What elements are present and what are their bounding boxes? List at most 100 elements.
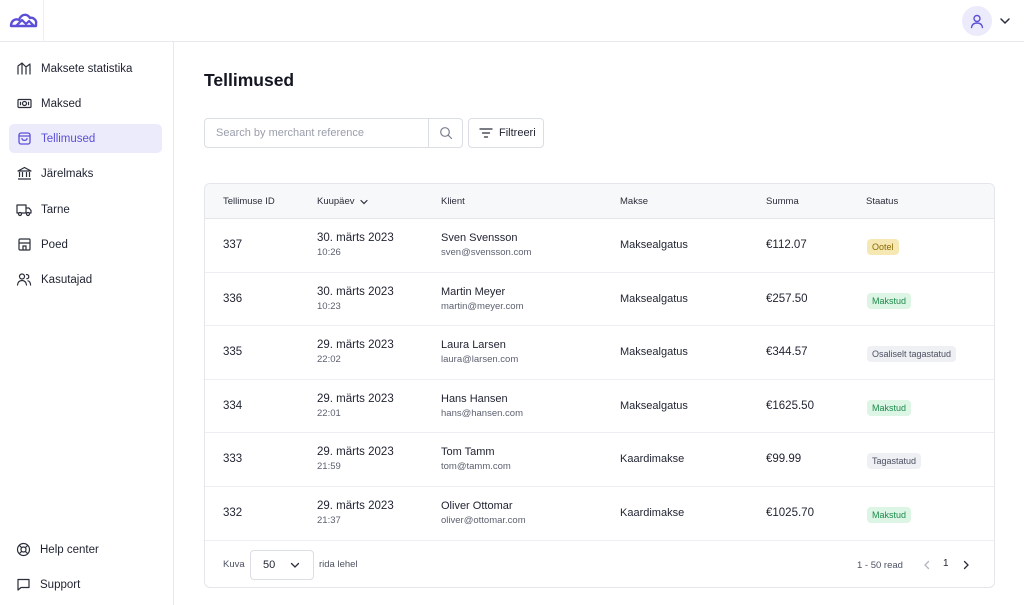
order-client: Laura Larsen laura@larsen.com: [441, 339, 518, 365]
pager-page-1[interactable]: 1: [943, 558, 949, 569]
table-row[interactable]: 337 30. märts 2023 10:26 Sven Svensson sven@…: [205, 219, 994, 273]
user-icon: [970, 14, 984, 29]
order-date-day: 29. märts 2023: [317, 500, 394, 512]
client-email: tom@tamm.com: [441, 461, 511, 473]
order-date-time: 21:59: [317, 461, 341, 473]
search-input[interactable]: [205, 119, 428, 147]
column-header-id: Tellimuse ID: [223, 196, 275, 207]
order-id: 332: [223, 507, 243, 519]
table-row[interactable]: 334 29. märts 2023 22:01 Hans Hansen hans@ha…: [205, 380, 994, 434]
users-icon: [16, 272, 32, 288]
sidebar-item-label: Järelmaks: [41, 167, 94, 180]
order-date-time: 10:23: [317, 300, 341, 312]
order-status: Osaliselt tagastatud: [867, 344, 957, 363]
column-header-payment: Makse: [620, 196, 648, 207]
chat-icon: [17, 578, 30, 591]
order-id: 337: [223, 239, 243, 251]
order-payment: Maksealgatus: [620, 239, 688, 251]
bank-icon: [16, 166, 32, 182]
page-size-select[interactable]: 50: [250, 550, 314, 580]
column-header-client: Klient: [441, 196, 465, 207]
table-row[interactable]: 335 29. märts 2023 22:02 Laura Larsen laura@…: [205, 326, 994, 380]
chevron-down-icon: [290, 562, 300, 568]
search-icon: [439, 127, 452, 140]
chevron-left-icon[interactable]: [921, 559, 933, 571]
order-sum: €99.99: [766, 453, 802, 466]
sidebar-item-label: Maksed: [41, 97, 82, 110]
filter-button[interactable]: Filtreeri: [468, 118, 544, 148]
order-status: Ootel: [867, 237, 899, 255]
search-button[interactable]: [428, 119, 462, 147]
sidebar-item-maksed[interactable]: Maksed: [9, 89, 162, 118]
store-icon: [16, 237, 32, 253]
sidebar: Maksete statistika Maksed Tellimused Jär…: [0, 42, 174, 605]
order-client: Tom Tamm tom@tamm.com: [441, 446, 511, 472]
truck-icon: [16, 202, 32, 218]
order-date-day: 30. märts 2023: [317, 232, 394, 244]
page-size-value: 50: [263, 559, 276, 571]
chevron-down-icon[interactable]: [998, 14, 1012, 28]
order-date: 29. märts 2023 22:01: [317, 393, 394, 419]
chart-icon: [16, 61, 32, 77]
lifebuoy-icon: [16, 542, 31, 557]
column-header-status: Staatus: [866, 196, 899, 207]
client-name: Tom Tamm: [441, 446, 495, 459]
order-date: 29. märts 2023 22:02: [317, 339, 394, 365]
status-badge: Makstud: [867, 507, 912, 523]
client-email: martin@meyer.com: [441, 300, 524, 312]
order-date: 29. märts 2023 21:37: [317, 500, 394, 526]
order-status: Makstud: [867, 398, 912, 416]
top-bar: [0, 0, 1024, 42]
order-payment: Maksealgatus: [620, 346, 688, 359]
shopping-bag-icon: [16, 131, 32, 147]
client-name: Sven Svensson: [441, 232, 518, 244]
cloud-mountain-logo-icon[interactable]: [9, 9, 39, 31]
order-client: Martin Meyer martin@meyer.com: [441, 286, 524, 312]
order-id: 336: [223, 292, 243, 305]
table-row[interactable]: 332 29. märts 2023 21:37 Oliver Ottomar oliv…: [205, 487, 994, 541]
order-client: Sven Svensson sven@svensson.com: [441, 232, 531, 258]
status-badge: Makstud: [867, 399, 912, 416]
client-email: hans@hansen.com: [441, 407, 523, 419]
client-name: Oliver Ottomar: [441, 500, 513, 512]
sidebar-item-kasutajad[interactable]: Kasutajad: [9, 265, 162, 294]
search-box: [204, 118, 463, 148]
page-title: Tellimused: [204, 70, 295, 90]
table-row[interactable]: 333 29. märts 2023 21:59 Tom Tamm tom@tamm.c…: [205, 433, 994, 487]
order-date: 30. märts 2023 10:23: [317, 286, 394, 312]
order-date-time: 10:26: [317, 247, 341, 258]
table-header: Tellimuse ID Kuupäev Klient Makse Summa …: [205, 184, 994, 219]
sidebar-item-maksete-statistika[interactable]: Maksete statistika: [9, 54, 162, 83]
order-date-day: 29. märts 2023: [317, 392, 394, 405]
avatar[interactable]: [962, 6, 992, 36]
order-payment: Maksealgatus: [620, 292, 688, 305]
sidebar-item-label: Maksete statistika: [41, 62, 133, 75]
client-name: Laura Larsen: [441, 339, 506, 352]
range-label: 1 - 50 read: [857, 560, 903, 571]
order-payment: Maksealgatus: [620, 399, 688, 412]
help-center-link[interactable]: Help center: [9, 535, 162, 564]
banknote-icon: [16, 96, 32, 112]
chevron-down-icon: [359, 199, 368, 204]
sidebar-item-tarne[interactable]: Tarne: [9, 195, 162, 224]
logo-divider: [43, 0, 44, 42]
sidebar-item-tellimused[interactable]: Tellimused: [9, 124, 162, 153]
order-date: 29. märts 2023 21:59: [317, 446, 394, 472]
order-status: Tagastatud: [867, 451, 922, 470]
help-center-label: Help center: [40, 543, 99, 556]
table-row[interactable]: 336 30. märts 2023 10:23 Martin Meyer martin…: [205, 273, 994, 327]
chevron-right-icon[interactable]: [960, 559, 972, 571]
order-sum: €257.50: [766, 292, 808, 305]
order-status: Makstud: [867, 291, 912, 309]
table-footer: Kuva 50 rida lehel 1 - 50 read 1: [205, 541, 994, 587]
client-name: Martin Meyer: [441, 285, 506, 298]
sidebar-item-jarelmaks[interactable]: Järelmaks: [9, 159, 162, 188]
order-sum: €1625.50: [766, 399, 814, 412]
column-header-sum: Summa: [766, 196, 799, 207]
orders-table: Tellimuse ID Kuupäev Klient Makse Summa …: [204, 183, 995, 588]
order-payment: Kaardimakse: [620, 453, 685, 466]
status-badge: Osaliselt tagastatud: [867, 346, 957, 363]
sidebar-item-poed[interactable]: Poed: [9, 230, 162, 259]
column-header-date[interactable]: Kuupäev: [317, 184, 369, 219]
support-link[interactable]: Support: [9, 570, 162, 599]
